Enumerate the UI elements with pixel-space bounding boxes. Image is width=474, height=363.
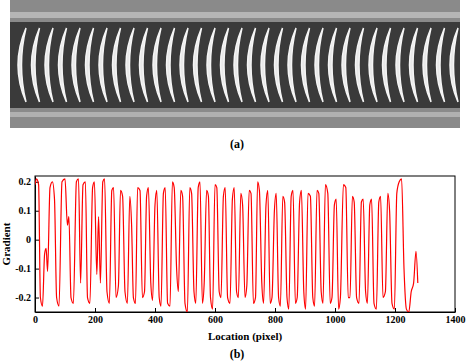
plot-frame [35,176,455,312]
ripple [180,28,188,102]
tick-label: 0.1 [19,205,32,216]
tick-label: 0 [33,314,38,325]
panel-label: (a) [230,137,244,151]
ripple [275,28,283,102]
ripple [99,28,107,102]
ripple [329,28,337,102]
tick-mark [215,308,216,312]
bead-edge [10,112,460,117]
tick-mark [35,298,39,299]
tick-label: -0.1 [15,263,31,274]
ripple [423,28,431,102]
x-axis-title: Location (pixel) [208,330,283,343]
tick-mark [95,308,96,312]
tick: 0 [26,234,39,245]
ripple [315,28,323,102]
ripple [396,28,404,102]
ripple [369,28,377,102]
bead-edge [10,12,460,18]
ripple [342,28,350,102]
axis-line [36,312,456,313]
figure: (a) 0 200 400 600 800 1000 1200 1400 -0.2 -0.1 0 0.1… [0,0,474,363]
x-axis: 0 200 400 600 800 1000 1200 1400 [33,308,466,325]
ripple [59,28,67,102]
ripple [248,28,256,102]
panel-label: (b) [230,347,245,361]
ripple [356,28,364,102]
ripple [221,28,229,102]
ripple [383,28,391,102]
tick: 1400 [446,308,466,325]
tick: 200 [88,308,103,325]
y-axis-title: Gradient [0,222,12,265]
ripple [288,28,296,102]
photo-background [10,0,460,128]
ripple [153,28,161,102]
tick-label: 200 [88,314,103,325]
ripple [86,28,94,102]
ripple [72,28,80,102]
ripple [18,28,26,102]
ripple [450,28,458,102]
ripple [113,28,121,102]
ripple [167,28,175,102]
tick-mark [395,308,396,312]
data-line [35,179,418,312]
tick-mark [455,308,456,312]
tick-label: 600 [208,314,223,325]
tick: 600 [208,308,223,325]
tick-label: 1400 [446,314,466,325]
tick-label: 0 [26,234,31,245]
ripple [32,28,40,102]
ripple [140,28,148,102]
ripple [437,28,445,102]
plot-area [35,179,418,312]
tick-label: 800 [268,314,283,325]
tick-mark [335,308,336,312]
ripple [302,28,310,102]
tick-mark [275,308,276,312]
tick: -0.1 [15,263,39,274]
tick: 1200 [386,308,406,325]
axis-line [35,177,36,313]
tick-label: 1200 [386,314,406,325]
tick-label: 1000 [326,314,346,325]
ripple [194,28,202,102]
tick: -0.2 [15,292,39,303]
tick-mark [155,308,156,312]
tick: 0.1 [19,205,40,216]
tick-label: -0.2 [15,292,31,303]
tick-label: 0.2 [19,176,32,187]
ripple [410,28,418,102]
tick-mark [35,211,39,212]
ripple [207,28,215,102]
tick: 800 [268,308,283,325]
tick-label: 400 [148,314,163,325]
ripple [261,28,269,102]
ripple [45,28,53,102]
ripple [234,28,242,102]
tick: 1000 [326,308,346,325]
weld-photo [10,0,460,128]
bead-band [10,22,460,108]
ripple [126,28,134,102]
tick: 400 [148,308,163,325]
tick-mark [35,240,39,241]
tick-mark [35,269,39,270]
y-axis: -0.2 -0.1 0 0.1 0.2 [15,176,39,312]
